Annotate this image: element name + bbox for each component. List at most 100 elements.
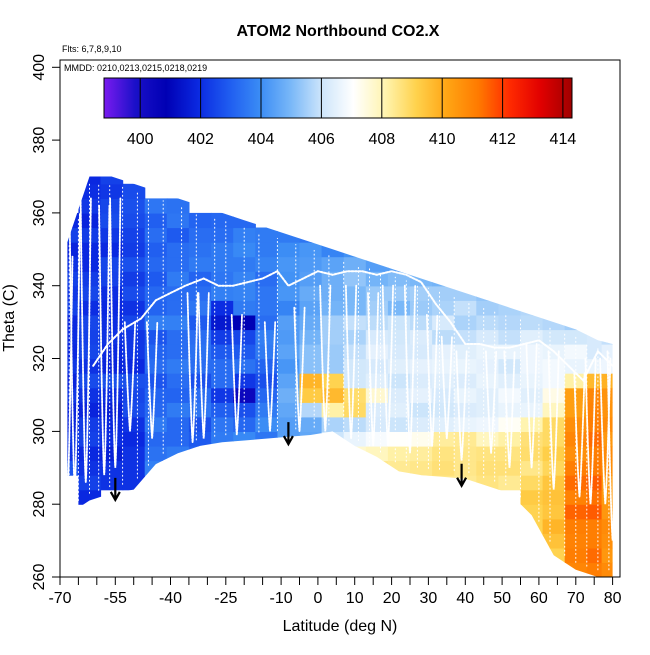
field-cell bbox=[601, 518, 613, 534]
y-tick-label: 380 bbox=[31, 127, 48, 154]
profile-dip bbox=[525, 343, 538, 468]
field-cell bbox=[67, 344, 79, 360]
field-cell bbox=[365, 242, 389, 258]
field-cell bbox=[144, 227, 168, 243]
field-cell bbox=[166, 329, 190, 345]
field-cell bbox=[299, 329, 323, 345]
x-tick-label: 80 bbox=[604, 590, 622, 607]
colorbar-tick-label: 414 bbox=[550, 131, 577, 148]
x-tick-label: 20 bbox=[383, 590, 401, 607]
field-cell bbox=[410, 475, 433, 491]
field-cell bbox=[166, 271, 190, 287]
field-cell bbox=[299, 387, 323, 403]
field-cell bbox=[144, 314, 168, 331]
field-cell bbox=[211, 242, 234, 258]
field-cell bbox=[122, 198, 146, 214]
field-cell bbox=[476, 285, 499, 301]
colorbar-tick-label: 412 bbox=[489, 131, 516, 148]
field-cell bbox=[233, 212, 256, 229]
field-cell bbox=[166, 431, 190, 447]
field-cell bbox=[78, 475, 102, 491]
field-cell bbox=[255, 271, 278, 287]
field-cell bbox=[520, 475, 544, 491]
field-cell bbox=[299, 431, 323, 447]
field-cell bbox=[542, 416, 566, 432]
field-cell bbox=[122, 431, 146, 447]
field-cell bbox=[233, 344, 256, 360]
field-cell bbox=[233, 358, 256, 374]
field-cell bbox=[410, 460, 433, 476]
field-cell bbox=[188, 387, 212, 403]
field-cell bbox=[564, 533, 588, 549]
field-cell bbox=[498, 387, 522, 403]
field-cell bbox=[601, 504, 613, 520]
field-cell bbox=[520, 518, 544, 534]
field-cell bbox=[387, 300, 411, 316]
field-cell bbox=[166, 198, 190, 214]
profile-dip bbox=[263, 321, 277, 432]
field-cell bbox=[321, 344, 345, 360]
field-cell bbox=[586, 314, 610, 331]
field-cell bbox=[564, 344, 588, 360]
field-cell bbox=[343, 431, 367, 447]
field-cell bbox=[601, 387, 613, 403]
field-cell bbox=[255, 329, 278, 345]
field-cell bbox=[542, 387, 566, 403]
field-cell bbox=[564, 300, 588, 316]
field-cell bbox=[387, 416, 411, 432]
field-cell bbox=[188, 256, 212, 272]
arrow-markers bbox=[109, 422, 468, 503]
profile-dip bbox=[503, 350, 516, 468]
field-cell bbox=[100, 373, 124, 389]
field-cell bbox=[144, 271, 168, 287]
field-cell bbox=[122, 256, 146, 272]
colorbar: 400 402 404 406 408 410 412 414 bbox=[103, 77, 577, 148]
colorbar-tick-label: 402 bbox=[187, 131, 214, 148]
profile-dip bbox=[186, 292, 199, 443]
field-cell bbox=[520, 314, 544, 331]
field-cell bbox=[277, 344, 301, 360]
field-cell bbox=[498, 358, 522, 374]
profile-dip bbox=[293, 306, 306, 432]
field-cell bbox=[410, 402, 433, 418]
field-cell bbox=[454, 475, 477, 491]
profile-dip bbox=[403, 284, 417, 454]
field-cell bbox=[277, 387, 301, 403]
field-cell bbox=[122, 373, 146, 389]
field-cell bbox=[498, 402, 522, 418]
field-cell bbox=[255, 242, 278, 258]
x-tick-label: 70 bbox=[567, 590, 585, 607]
field-cell bbox=[387, 344, 411, 360]
field-cell bbox=[343, 285, 367, 301]
field-cell bbox=[122, 300, 146, 316]
field-cell bbox=[498, 475, 522, 491]
field-cell bbox=[166, 344, 190, 360]
profile-dip bbox=[319, 284, 332, 432]
field-cell bbox=[520, 416, 544, 432]
field-cell bbox=[277, 227, 301, 243]
field-cell bbox=[166, 387, 190, 403]
field-cell bbox=[498, 416, 522, 432]
field-cell bbox=[78, 344, 102, 360]
field-cell bbox=[277, 373, 301, 389]
field-cell bbox=[100, 416, 124, 432]
field-cell bbox=[601, 445, 613, 462]
field-cell bbox=[520, 285, 544, 301]
field-cell bbox=[542, 489, 566, 505]
field-cell bbox=[476, 300, 499, 316]
field-cell bbox=[122, 227, 146, 243]
field-cell bbox=[100, 212, 124, 229]
field-cell bbox=[122, 402, 146, 418]
arrow-marker bbox=[109, 477, 121, 503]
field-cell bbox=[122, 285, 146, 301]
field-cell bbox=[144, 431, 168, 447]
chart-title: ATOM2 Northbound CO2.X bbox=[237, 23, 440, 40]
field-cell bbox=[277, 271, 301, 287]
field-cell bbox=[601, 431, 613, 447]
profile-dip bbox=[440, 335, 453, 439]
field-cell bbox=[211, 387, 234, 403]
field-cell bbox=[520, 431, 544, 447]
field-cell bbox=[188, 227, 212, 243]
field-cell bbox=[387, 387, 411, 403]
